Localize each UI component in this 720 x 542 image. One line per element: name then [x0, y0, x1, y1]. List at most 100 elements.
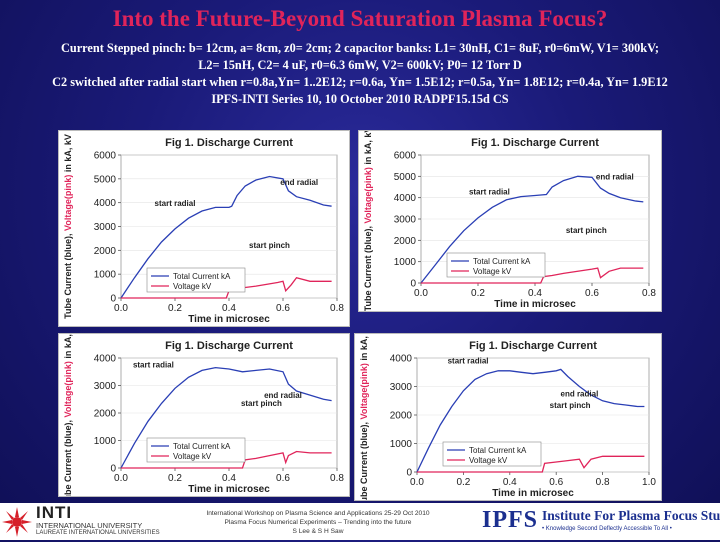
x-tick-label: 0.2: [168, 303, 182, 314]
y-tick-label: 3000: [94, 222, 117, 233]
x-tick-label: 0.0: [114, 303, 128, 314]
inti-sun-icon: [2, 507, 32, 537]
voltage-series-line: [417, 455, 645, 473]
x-tick-label: 0.2: [456, 477, 470, 488]
annotation-label: start radial: [448, 357, 489, 366]
y-axis-label-part: in kA,: [363, 138, 373, 168]
legend-box: [446, 252, 546, 278]
x-tick-label: 0.2: [471, 288, 485, 299]
y-tick-label: 4000: [394, 193, 417, 204]
x-tick-label: 0.8: [330, 303, 344, 314]
legend-label: Total Current kA: [469, 446, 527, 455]
annotation-label: start radial: [155, 199, 196, 208]
y-tick-label: 1000: [394, 257, 417, 268]
workshop-line: S Lee & S H Saw: [292, 528, 344, 535]
x-axis-label: Time in microsec: [188, 314, 270, 325]
x-tick-label: 1.0: [642, 477, 656, 488]
x-tick-label: 0.4: [222, 473, 236, 484]
chart-panel-3: Fig 1. Discharge Current 0 1000 2000 3000 400…: [58, 333, 350, 497]
annotation-label: start pinch: [566, 226, 607, 235]
y-axis-label-part: kV: [63, 134, 73, 145]
legend-label: Voltage kV: [473, 267, 512, 276]
legend-label: Voltage kV: [173, 282, 212, 291]
y-tick-label: 1000: [390, 439, 413, 450]
y-tick-label: 5000: [394, 172, 417, 183]
x-tick-label: 0.6: [276, 303, 290, 314]
y-axis-label-part: Tube Current (blue),: [359, 420, 369, 500]
x-tick-label: 0.6: [549, 477, 563, 488]
voltage-series-line: [421, 267, 644, 284]
x-tick-label: 0.4: [222, 303, 236, 314]
y-tick-label: 4000: [390, 354, 413, 365]
chart-panel-1: Fig 1. Discharge Current 0 1000 2000 3000 400…: [58, 130, 350, 327]
chart-panel-2: Fig 1. Discharge Current 0 1000 2000 3000 400…: [358, 130, 662, 312]
y-tick-label: 1000: [94, 270, 117, 281]
y-axis-label: Tube Current (blue), Voltage(pink) in kA…: [359, 334, 369, 500]
slide-title: Into the Future-Beyond Saturation Plasma…: [112, 6, 608, 31]
x-tick-label: 0.0: [410, 477, 424, 488]
y-tick-label: 3000: [390, 382, 413, 393]
annotation-label: end radial: [280, 178, 318, 187]
desc-line: L2= 15nH, C2= 4 uF, r0=6.3 6mW, V2= 600k…: [198, 58, 522, 72]
y-tick-label: 2000: [94, 409, 117, 420]
discharge-chart: Fig 1. Discharge Current 0 1000 2000 3000 400…: [359, 334, 656, 500]
x-tick-label: 0.8: [596, 477, 610, 488]
current-series-line: [420, 175, 644, 284]
y-tick-label: 0: [410, 279, 416, 290]
x-tick-label: 0.8: [642, 288, 656, 299]
ipfs-full-name: Institute For Plasma Focus Studies: [542, 508, 720, 523]
desc-line: IPFS-INTI Series 10, 10 October 2010 RAD…: [211, 92, 509, 106]
desc-line: C2 switched after radial start when r=0.…: [52, 75, 668, 89]
y-axis-label-part: Voltage(pink): [363, 167, 373, 223]
chart-panel-4: Fig 1. Discharge Current 0 1000 2000 3000 400…: [354, 333, 662, 501]
legend-label: Total Current kA: [173, 442, 231, 451]
y-axis-label-part: Tube Current (blue),: [63, 231, 73, 319]
y-axis-label-part: Tube Current (blue),: [363, 224, 373, 311]
y-tick-label: 0: [110, 294, 116, 305]
legend-label: Total Current kA: [173, 272, 231, 281]
x-tick-label: 0.0: [414, 288, 428, 299]
inti-subtitle: INTERNATIONAL UNIVERSITY: [36, 521, 143, 530]
discharge-chart: Fig 1. Discharge Current 0 1000 2000 3000 400…: [63, 134, 344, 325]
x-tick-label: 0.8: [330, 473, 344, 484]
legend-label: Voltage kV: [173, 452, 212, 461]
y-axis-label: Tube Current (blue), Voltage(pink) in kA…: [63, 134, 73, 319]
x-tick-label: 0.4: [503, 477, 517, 488]
ipfs-tagline: • Knowledge Second Deflectly Accessible …: [542, 526, 672, 532]
y-tick-label: 3000: [94, 381, 117, 392]
x-axis-label: Time in microsec: [492, 488, 574, 499]
y-axis-label-part: Tube Current (blue),: [63, 418, 73, 496]
workshop-line: Plasma Focus Numerical Experiments – Tre…: [224, 519, 412, 526]
y-axis-label: Tube Current (blue), Voltage(pink) in kA…: [63, 334, 73, 496]
legend-label: Total Current kA: [473, 257, 531, 266]
discharge-chart: Fig 1. Discharge Current 0 1000 2000 3000 400…: [63, 334, 344, 496]
workshop-info: International Workshop on Plasma Science…: [178, 509, 458, 536]
x-tick-label: 0.6: [585, 288, 599, 299]
legend-label: Voltage kV: [469, 456, 508, 465]
annotation-label: start pinch: [550, 401, 591, 410]
annotation-label: end radial: [596, 173, 634, 182]
chart-title: Fig 1. Discharge Current: [471, 137, 599, 149]
x-tick-label: 0.4: [528, 288, 542, 299]
desc-line: Current Stepped pinch: b= 12cm, a= 8cm, …: [61, 41, 659, 55]
inti-subtitle-2: LAUREATE INTERNATIONAL UNIVERSITIES: [36, 530, 160, 536]
y-tick-label: 2000: [390, 411, 413, 422]
y-tick-label: 0: [110, 464, 116, 475]
y-tick-label: 1000: [94, 436, 117, 447]
legend-box: [146, 267, 246, 293]
annotation-label: end radial: [264, 391, 302, 400]
legend-box: [146, 437, 246, 463]
chart-title: Fig 1. Discharge Current: [469, 340, 597, 352]
parameter-description: Current Stepped pinch: b= 12cm, a= 8cm, …: [4, 40, 716, 108]
x-axis-label: Time in microsec: [494, 299, 576, 310]
annotation-label: start pinch: [249, 241, 290, 250]
y-axis-label-part: in kA,: [63, 334, 73, 361]
chart-title: Fig 1. Discharge Current: [165, 340, 293, 352]
voltage-series-line: [121, 276, 332, 299]
annotation-label: start radial: [133, 361, 174, 370]
x-axis-label: Time in microsec: [188, 484, 270, 495]
inti-name: INTI: [36, 503, 73, 522]
inti-logo: INTI INTERNATIONAL UNIVERSITY LAUREATE I…: [2, 503, 167, 538]
y-tick-label: 0: [406, 468, 412, 479]
y-tick-label: 2000: [94, 246, 117, 257]
